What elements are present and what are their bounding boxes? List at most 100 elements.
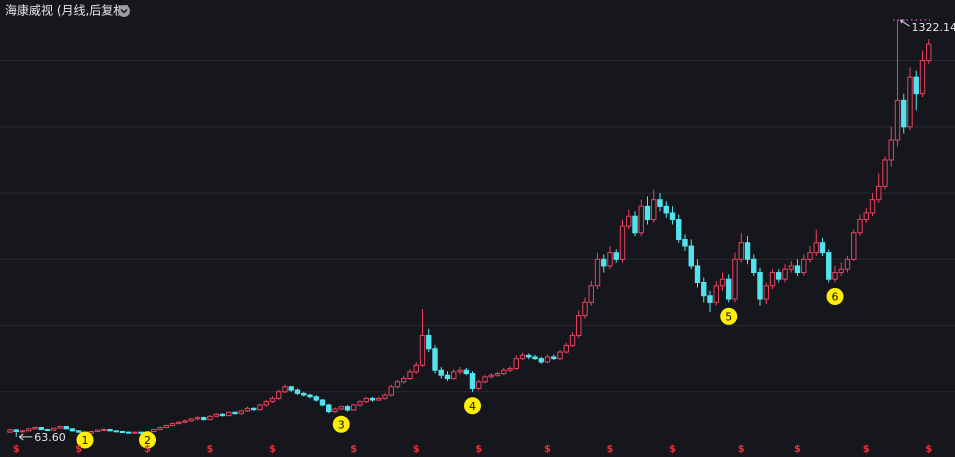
candle-body: [94, 429, 101, 433]
marker-label: 1: [82, 434, 89, 447]
candle-body: [288, 386, 294, 391]
candle-body: [369, 397, 376, 401]
candle-body: [251, 407, 257, 411]
candle-body: [694, 265, 701, 283]
candle-body: [69, 428, 76, 432]
high-label: 1322.14: [912, 21, 955, 34]
candle-body: [238, 410, 244, 415]
candle-body: [651, 199, 657, 221]
candle-body: [713, 285, 719, 303]
candle-body: [151, 429, 157, 433]
candle-body: [57, 426, 63, 429]
candle-body: [282, 386, 288, 393]
candle-body: [188, 418, 194, 422]
candle-body: [844, 258, 851, 270]
candle-body: [226, 411, 232, 417]
candle-body: [682, 238, 688, 247]
dividend-mark: $: [925, 444, 932, 455]
candle-body: [551, 356, 557, 360]
dividend-mark: $: [269, 444, 276, 455]
candle-body: [269, 397, 276, 403]
candle-body: [444, 374, 451, 380]
candle-body: [244, 407, 251, 412]
candle-body: [88, 431, 94, 434]
candle-body: [307, 394, 313, 398]
dividend-mark: $: [607, 444, 614, 455]
candle-body: [901, 99, 907, 128]
candle-body: [801, 258, 807, 274]
candle-body: [169, 423, 176, 427]
dividend-mark: $: [207, 444, 214, 455]
candle-body: [726, 278, 732, 300]
candle-body: [738, 242, 744, 260]
candle-body: [819, 242, 826, 254]
candle-body: [619, 225, 626, 260]
candle-body: [26, 428, 32, 432]
dividend-mark: $: [794, 444, 801, 455]
plot: 1322.14 63.60 1 2 3 4 5 6 $ $ $ $ $ $ $ $ $ $ $ $ $ $ $: [0, 19, 955, 455]
marker-circle: [464, 397, 481, 415]
candle-body: [276, 391, 282, 399]
candle-body: [526, 354, 532, 358]
candle-body: [313, 396, 319, 401]
candle-body: [394, 381, 401, 388]
marker-label: 3: [338, 418, 345, 431]
candle-body: [438, 369, 444, 376]
candle-body: [101, 429, 107, 432]
candle-body: [751, 258, 757, 274]
candle-body: [913, 76, 919, 95]
candle-body: [182, 420, 188, 423]
candle-body: [557, 351, 563, 360]
candle-body: [376, 397, 382, 401]
candle-body: [544, 356, 551, 363]
dividend-mark: $: [863, 444, 870, 455]
candle-body: [832, 272, 838, 280]
candle-body: [782, 268, 788, 280]
candle-body: [232, 411, 238, 415]
marker-label: 5: [725, 310, 732, 323]
candle-body: [588, 285, 594, 303]
candle-body: [869, 199, 876, 214]
candle-body: [644, 205, 651, 221]
candle-body: [332, 408, 338, 413]
marker-label: 4: [469, 400, 476, 413]
candle-body: [594, 258, 601, 287]
candle-body: [607, 252, 613, 267]
candle-body: [632, 215, 638, 234]
dividend-mark: $: [475, 444, 482, 455]
candle-body: [107, 429, 113, 432]
candle-body: [688, 245, 694, 267]
candle-body: [219, 413, 226, 417]
dividend-mark: $: [544, 444, 551, 455]
dividend-mark: $: [13, 444, 20, 455]
candle-body: [501, 369, 507, 375]
candle-body: [113, 430, 119, 433]
dropdown-icon[interactable]: [118, 5, 130, 17]
candle-body: [19, 430, 26, 433]
candle-body: [763, 285, 769, 300]
candle-body: [894, 99, 901, 141]
candle-body: [157, 427, 163, 431]
candle-body: [213, 413, 219, 417]
candle-body: [163, 425, 169, 429]
candle-body: [888, 139, 894, 161]
candle-body: [794, 265, 801, 274]
candle-body: [432, 348, 438, 371]
candle-body: [32, 427, 38, 430]
candle-body: [701, 281, 707, 297]
candle-body: [838, 268, 844, 274]
candle-body: [319, 399, 326, 406]
candle-body: [876, 185, 882, 201]
marker-circle: [76, 431, 94, 449]
candle-body: [788, 265, 794, 270]
candle-body: [638, 205, 644, 234]
candle-body: [907, 76, 913, 128]
dividend-mark: $: [413, 444, 420, 455]
candle-body: [382, 394, 388, 399]
candle-body: [513, 358, 519, 370]
candle-body: [669, 212, 676, 221]
candle-body: [388, 386, 394, 396]
candle-body: [326, 404, 332, 413]
